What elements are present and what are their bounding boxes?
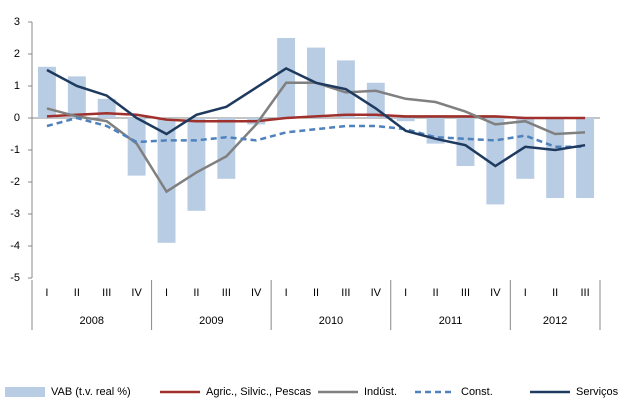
- line-series: [46, 66, 586, 168]
- bar: [546, 118, 565, 198]
- bar: [576, 118, 595, 198]
- x-tick-label: IV: [131, 287, 142, 299]
- bar: [37, 66, 56, 118]
- year-label: 2011: [439, 315, 463, 327]
- x-tick-label: III: [341, 287, 350, 299]
- bar: [217, 118, 236, 179]
- year-label: 2008: [80, 315, 104, 327]
- y-tick-label: -1: [10, 144, 20, 156]
- year-label: 2010: [319, 315, 343, 327]
- bar: [127, 118, 146, 176]
- legend-label: Agric., Silvic., Pescas: [206, 386, 312, 398]
- bar: [456, 118, 475, 166]
- bar: [277, 38, 296, 118]
- y-tick-label: -5: [10, 272, 20, 284]
- x-tick-label: II: [433, 287, 439, 299]
- x-tick-label: II: [193, 287, 199, 299]
- x-tick-label: II: [74, 287, 80, 299]
- y-tick-label: 1: [14, 80, 20, 92]
- x-tick-label: III: [580, 287, 589, 299]
- x-tick-label: I: [45, 287, 48, 299]
- bar: [516, 118, 535, 179]
- year-label: 2012: [543, 315, 567, 327]
- x-tick-label: IV: [490, 287, 501, 299]
- x-tick-label: IV: [371, 287, 382, 299]
- x-tick-label: III: [102, 287, 111, 299]
- year-label: 2009: [199, 315, 223, 327]
- x-tick-label: II: [552, 287, 558, 299]
- x-tick-label: II: [313, 287, 319, 299]
- y-tick-label: 0: [14, 112, 20, 124]
- x-tick-label: I: [285, 287, 288, 299]
- legend-swatch: [5, 387, 45, 397]
- y-tick-label: -3: [10, 208, 20, 220]
- y-tick-label: 3: [14, 16, 20, 28]
- bar: [157, 118, 176, 243]
- legend-label: Serviços: [576, 386, 619, 398]
- legend-label: VAB (t.v. real %): [51, 386, 131, 398]
- x-tick-label: I: [165, 287, 168, 299]
- line-series: [46, 116, 586, 149]
- legend-label: Const.: [461, 386, 493, 398]
- bar: [396, 118, 415, 122]
- y-tick-label: -2: [10, 176, 20, 188]
- y-tick-label: -4: [10, 240, 20, 252]
- legend-label: Indúst.: [364, 386, 397, 398]
- x-tick-label: III: [461, 287, 470, 299]
- x-tick-label: IV: [251, 287, 262, 299]
- bar: [187, 118, 206, 211]
- x-tick-label: I: [404, 287, 407, 299]
- x-tick-label: III: [222, 287, 231, 299]
- y-tick-label: 2: [14, 48, 20, 60]
- x-tick-label: I: [524, 287, 527, 299]
- line-series: [46, 111, 586, 123]
